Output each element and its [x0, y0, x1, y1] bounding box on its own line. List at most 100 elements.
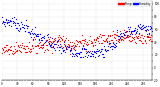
Point [64, 45, 67, 47]
Point [86, 42, 89, 43]
Point [125, 37, 128, 38]
Point [80, 49, 83, 50]
Point [71, 55, 73, 56]
Point [56, 36, 59, 38]
Point [75, 45, 77, 47]
Point [43, 37, 46, 38]
Point [135, 32, 137, 34]
Point [81, 48, 84, 49]
Point [109, 35, 111, 37]
Point [58, 34, 60, 36]
Point [40, 47, 43, 49]
Point [35, 36, 37, 37]
Point [73, 43, 76, 44]
Point [46, 49, 49, 51]
Point [140, 40, 142, 41]
Point [96, 50, 98, 52]
Point [121, 37, 124, 38]
Point [99, 52, 101, 53]
Point [55, 41, 58, 43]
Point [31, 32, 33, 34]
Point [32, 47, 35, 48]
Point [70, 47, 72, 48]
Point [26, 51, 28, 53]
Point [49, 45, 52, 46]
Point [26, 27, 28, 28]
Point [101, 35, 104, 36]
Point [28, 32, 30, 33]
Point [56, 46, 58, 48]
Point [67, 44, 70, 46]
Point [4, 25, 6, 27]
Point [45, 39, 47, 40]
Point [22, 47, 24, 49]
Point [16, 46, 19, 47]
Point [118, 39, 120, 41]
Point [21, 43, 23, 44]
Point [62, 50, 65, 52]
Point [84, 50, 87, 52]
Point [149, 25, 152, 27]
Point [9, 20, 11, 21]
Point [107, 46, 110, 47]
Point [101, 53, 104, 54]
Point [45, 39, 48, 41]
Point [109, 34, 112, 35]
Point [78, 52, 80, 53]
Point [55, 44, 57, 45]
Point [147, 35, 149, 37]
Point [124, 36, 127, 38]
Point [34, 45, 36, 47]
Point [91, 46, 94, 47]
Point [36, 44, 39, 46]
Point [21, 23, 24, 25]
Point [25, 51, 27, 52]
Point [135, 37, 138, 38]
Point [52, 46, 54, 47]
Point [64, 44, 66, 46]
Point [34, 52, 37, 53]
Point [11, 21, 14, 22]
Point [103, 49, 106, 51]
Point [56, 44, 59, 46]
Point [145, 29, 147, 30]
Point [17, 24, 20, 25]
Point [51, 37, 53, 39]
Point [137, 25, 140, 27]
Point [53, 43, 56, 45]
Point [24, 25, 27, 26]
Point [61, 40, 64, 41]
Point [93, 38, 96, 39]
Point [140, 29, 142, 30]
Point [74, 53, 76, 55]
Point [48, 37, 51, 38]
Point [63, 49, 66, 51]
Point [118, 35, 121, 36]
Point [132, 30, 135, 32]
Point [15, 51, 18, 52]
Point [18, 49, 21, 51]
Point [95, 38, 97, 39]
Point [2, 49, 4, 51]
Point [38, 34, 41, 35]
Point [33, 38, 36, 40]
Point [136, 24, 139, 26]
Point [10, 25, 13, 26]
Point [19, 27, 21, 29]
Point [57, 39, 59, 41]
Point [97, 51, 99, 52]
Legend: Temp, Humidity: Temp, Humidity [118, 1, 152, 6]
Point [133, 33, 136, 35]
Point [82, 49, 85, 50]
Point [23, 27, 25, 29]
Point [52, 46, 55, 48]
Point [84, 40, 86, 41]
Point [116, 29, 119, 31]
Point [101, 34, 103, 35]
Point [2, 20, 4, 21]
Point [42, 46, 45, 48]
Point [114, 33, 116, 35]
Point [58, 36, 61, 37]
Point [130, 40, 132, 41]
Point [43, 35, 45, 37]
